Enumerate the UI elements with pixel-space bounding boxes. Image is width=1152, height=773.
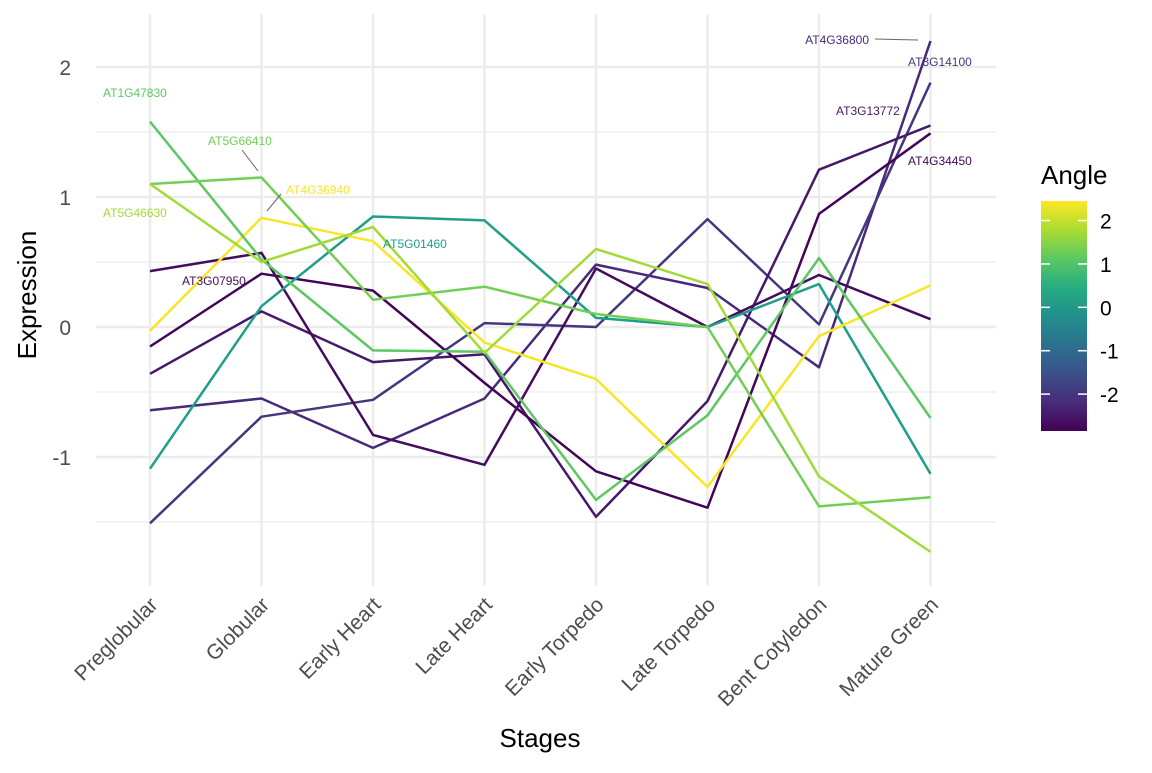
annotations: AT1G47830 AT5G66410 AT4G36940 AT5G46630 AT5G… (103, 33, 972, 288)
y-axis-title: Expression (12, 231, 42, 360)
series-lines (148, 40, 932, 553)
legend-tick-label: -2 (1100, 384, 1119, 407)
annotation-label: AT1G47830 (103, 86, 167, 100)
annotation-leader-line (266, 193, 282, 212)
annotation-label: AT5G66410 (208, 134, 272, 148)
series-line-3 (149, 124, 931, 519)
legend: Angle 2 1 0 -1 -2 (1041, 160, 1119, 431)
y-tick-label: 2 (59, 57, 71, 80)
y-tick-label: -1 (52, 447, 71, 470)
annotation-label: AT3G07950 (182, 274, 246, 288)
y-tick-label: 1 (59, 187, 71, 210)
annotation-leader-line (241, 149, 259, 172)
annotation-label: AT5G46630 (103, 206, 167, 220)
x-tick-label: Late Heart (411, 593, 497, 679)
series-line-2 (149, 82, 932, 525)
legend-tick-label: 0 (1100, 297, 1112, 320)
legend-colorbar (1041, 201, 1087, 431)
series-line-10 (149, 182, 932, 553)
series-line-5 (149, 251, 931, 467)
annotation-label: AT4G36800 (805, 33, 869, 47)
series-line-6 (148, 215, 932, 475)
annotation-label: AT4G34450 (908, 154, 972, 168)
series-line-8 (149, 120, 932, 502)
series-line-1 (149, 40, 932, 450)
annotation-label: AT3G13772 (836, 104, 900, 118)
y-tick-label: 0 (59, 317, 71, 340)
legend-tick-label: 2 (1100, 211, 1112, 234)
x-tick-label: Bent Cotyledon (714, 593, 832, 711)
annotation-leader-line (874, 38, 919, 41)
axes: Stages Expression -1 0 1 2 Preglobular Globul… (12, 57, 943, 753)
annotation-label: AT4G36940 (286, 183, 350, 197)
grid (96, 14, 996, 586)
x-tick-label: Globular (202, 593, 274, 665)
x-tick-label: Late Torpedo (617, 593, 720, 696)
series-line-7 (149, 216, 932, 489)
legend-tick-label: 1 (1100, 254, 1112, 277)
x-tick-label: Early Torpedo (501, 593, 609, 701)
x-tick-label: Mature Green (835, 593, 943, 701)
x-tick-label: Preglobular (70, 593, 162, 685)
annotation-label: AT5G01460 (383, 237, 447, 251)
x-axis-title: Stages (500, 723, 581, 753)
legend-tick-label: -1 (1100, 341, 1119, 364)
annotation-label: AT3G14100 (908, 55, 972, 69)
x-tick-label: Early Heart (295, 593, 386, 684)
legend-title: Angle (1041, 160, 1108, 190)
